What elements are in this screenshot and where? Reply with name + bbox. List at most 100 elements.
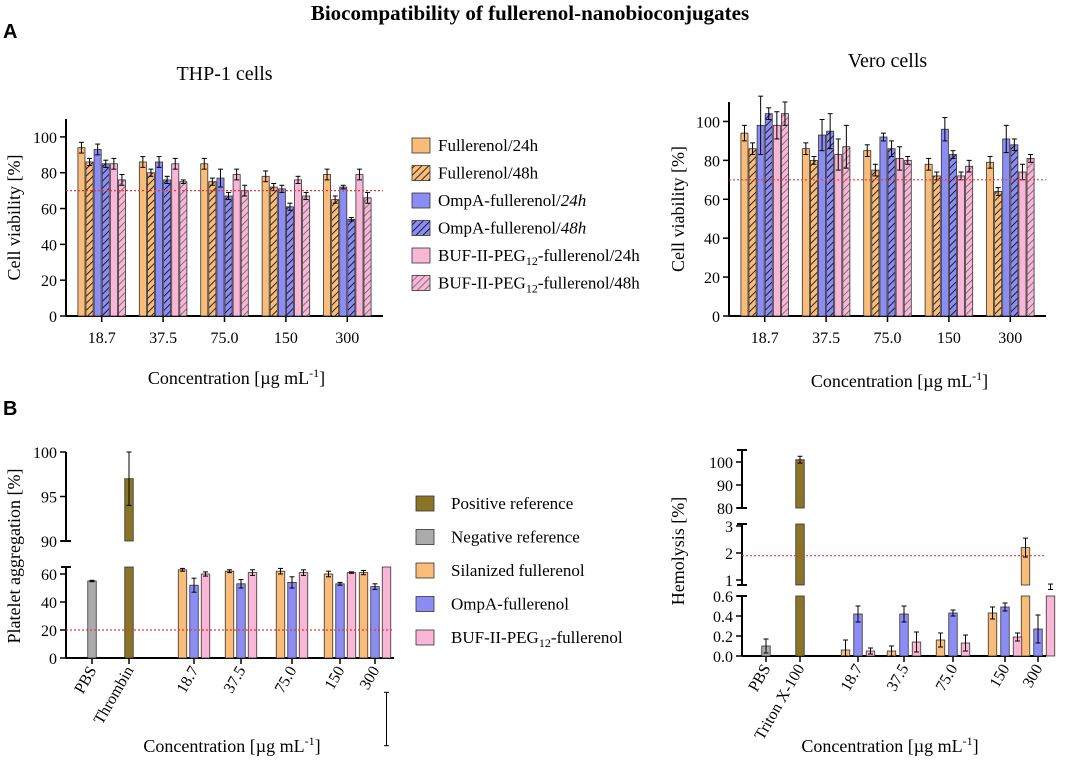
y-tick-label: 100 — [33, 130, 57, 147]
bar — [1002, 138, 1011, 317]
legend-label: OmpA-fullerenol — [451, 595, 569, 614]
x-tick-label: 150 — [987, 662, 1014, 691]
legend-swatch — [411, 247, 431, 264]
bar — [287, 582, 297, 659]
y-axis-label: Platelet aggregation [%] — [4, 469, 24, 644]
y-axis-label: Cell viability [%] — [4, 155, 24, 281]
bar — [949, 154, 957, 317]
y-tick-label: 60 — [704, 192, 720, 209]
y-tick-label: 20 — [704, 270, 720, 287]
bar — [189, 584, 199, 659]
bar — [85, 161, 94, 317]
bar — [347, 218, 356, 317]
legend-panel-a: Fullerenol/24h Fullerenol/48h OmpA-fullere… — [411, 136, 640, 296]
bar — [216, 177, 225, 317]
y-tick-label: 0.6 — [713, 589, 733, 606]
y-tick-label: 20 — [41, 623, 57, 640]
bar — [208, 181, 217, 317]
bar — [842, 146, 851, 317]
panel-a-label: A — [3, 21, 17, 43]
legend-swatch — [411, 275, 431, 291]
x-tick-label: 300 — [998, 330, 1022, 347]
bar — [358, 572, 369, 659]
legend-swatch — [415, 495, 435, 512]
y-axis-label: Cell viability [%] — [668, 146, 688, 272]
bar — [810, 159, 818, 317]
x-tick-label: 18.7 — [838, 662, 867, 695]
y-tick-label: 80 — [41, 166, 57, 183]
bar — [285, 206, 294, 317]
bar — [834, 154, 843, 317]
y-tick-label: 3 — [725, 519, 733, 536]
bar — [948, 612, 958, 657]
y-tick-label: 40 — [704, 231, 720, 248]
bar — [177, 569, 188, 659]
figure-title: Biocompatibility of fullerenol-nanobioco… — [311, 1, 749, 25]
bar — [895, 158, 904, 317]
bar-segment — [795, 459, 805, 509]
legend-swatch — [415, 562, 435, 579]
x-tick-label: 37.5 — [221, 664, 250, 697]
x-tick-label: 75.0 — [874, 330, 902, 347]
bar — [370, 586, 380, 659]
x-axis-label: Concentration [µg mL-1] — [801, 734, 978, 756]
bar — [118, 179, 126, 317]
bar — [171, 163, 180, 317]
x-tick-label: PBS — [746, 662, 775, 695]
bar — [146, 172, 155, 317]
y-tick-label: 95 — [41, 490, 57, 507]
bar — [887, 148, 896, 317]
chart-title: Vero cells — [848, 50, 928, 72]
y-tick-label: 100 — [696, 114, 720, 131]
bar — [298, 572, 309, 659]
legend-label: BUF-II-PEG12-fullerenol/24h — [438, 246, 640, 268]
x-tick-label: 150 — [322, 664, 349, 693]
bar — [748, 148, 757, 317]
thp1-viability-chart: THP-1 cells 0 20 40 60 80 100 18.7 37.5 75.0 150 30… — [4, 63, 383, 388]
bar — [346, 572, 357, 659]
y-tick-label: 80 — [704, 153, 720, 170]
bar — [879, 136, 888, 317]
bar — [200, 573, 211, 659]
y-tick-label: 0 — [712, 309, 720, 326]
legend-swatch — [411, 192, 431, 209]
bar — [932, 175, 941, 317]
y-tick-label: 0 — [49, 309, 57, 326]
bar — [994, 191, 1003, 317]
bar — [232, 174, 241, 317]
legend-swatch — [411, 137, 431, 154]
x-tick-label: 300 — [1020, 662, 1047, 691]
x-tick-label: 150 — [274, 330, 298, 347]
x-tick-label: 37.5 — [884, 662, 913, 695]
y-tick-label: 60 — [41, 567, 57, 584]
x-tick-label: 18.7 — [174, 664, 203, 697]
legend-label: Positive reference — [451, 494, 573, 513]
y-tick-label: 0.0 — [713, 649, 733, 666]
bar — [224, 570, 235, 659]
bar — [795, 595, 805, 657]
bar — [93, 149, 102, 317]
bar — [200, 163, 209, 317]
bar — [1026, 158, 1035, 317]
bar — [818, 134, 826, 317]
bar — [1000, 606, 1010, 657]
x-tick-label: 37.5 — [812, 330, 840, 347]
bar — [275, 570, 286, 659]
y-tick-label: 1 — [725, 573, 733, 590]
legend-label: Fullerenol/24h — [438, 136, 539, 155]
x-axis-label: Concentration [µg mL-1] — [148, 366, 325, 388]
bar — [269, 186, 278, 317]
bar — [335, 583, 345, 659]
x-axis-label: Concentration [µg mL-1] — [811, 369, 988, 391]
bar — [965, 165, 974, 317]
bar — [247, 572, 258, 659]
legend-label: BUF-II-PEG12-fullerenol — [451, 628, 623, 650]
bar — [903, 159, 912, 317]
y-tick-label: 20 — [41, 273, 57, 290]
bar — [323, 573, 334, 659]
bar — [1010, 144, 1019, 317]
bar — [294, 179, 302, 317]
x-tick-label: 150 — [937, 330, 961, 347]
